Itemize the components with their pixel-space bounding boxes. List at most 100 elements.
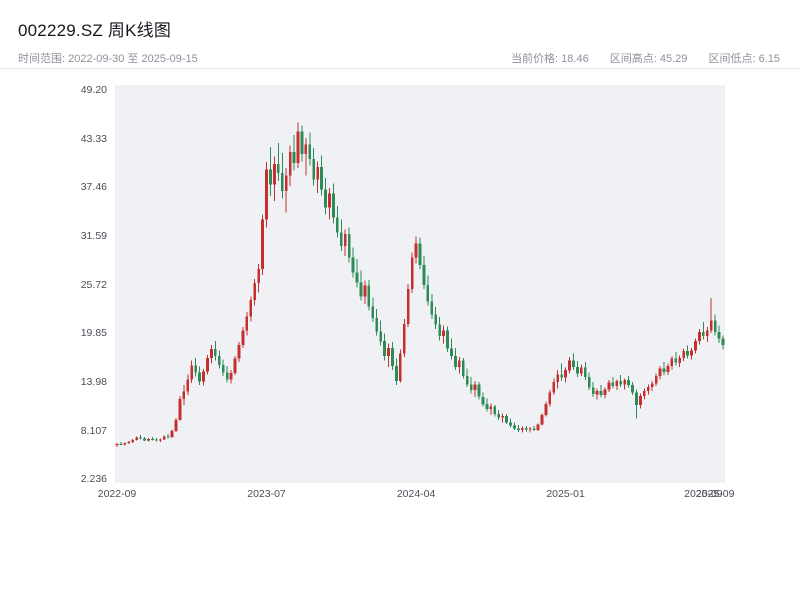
candle-body	[457, 360, 461, 367]
candle-body	[147, 439, 150, 441]
y-axis-tick-label: 25.72	[80, 278, 107, 291]
candle-body	[237, 344, 241, 359]
candle-body	[284, 175, 288, 192]
candle-body	[304, 144, 308, 154]
candle-body	[473, 384, 477, 391]
candle-body	[713, 320, 717, 333]
candle-body	[391, 347, 394, 366]
candle-body	[717, 332, 721, 339]
candlestick-svg	[115, 122, 725, 447]
candle-body	[170, 430, 174, 437]
candle-body	[217, 356, 221, 365]
time-range-label: 时间范围: 2022-09-30 至 2025-09-15	[18, 53, 198, 65]
candle-body	[446, 330, 449, 349]
candle-body	[674, 358, 678, 363]
candle-body	[591, 387, 595, 395]
candle-body	[119, 444, 123, 445]
candle-body	[335, 217, 339, 233]
y-axis-tick-label: 43.33	[80, 132, 107, 145]
candle-body	[678, 357, 682, 363]
candle-body	[300, 131, 304, 154]
candle-body	[221, 364, 225, 373]
candle-body	[438, 324, 442, 337]
y-axis-tick-label: 8.107	[80, 424, 107, 437]
y-axis-tick-label: 37.46	[80, 181, 107, 194]
candle-body	[371, 306, 375, 318]
candle-body	[623, 380, 627, 385]
candle-body	[493, 406, 497, 415]
header-divider	[0, 68, 800, 69]
candle-body	[528, 428, 532, 430]
x-axis-tick-label: 2024-04	[396, 488, 436, 500]
candle-body	[276, 163, 280, 173]
candle-body	[312, 158, 316, 180]
price-summary: 当前价格: 18.46 区间高点: 45.29 区间低点: 6.15	[493, 50, 780, 66]
candle-body	[607, 382, 611, 390]
candle-body	[269, 169, 272, 185]
candle-body	[406, 289, 410, 324]
candle-body	[465, 376, 469, 385]
candle-body	[328, 193, 331, 208]
candle-body	[552, 381, 556, 393]
candle-body	[434, 314, 438, 325]
candle-body	[261, 219, 264, 270]
chart-meta-row: 时间范围: 2022-09-30 至 2025-09-15 当前价格: 18.4…	[18, 50, 780, 66]
candle-body	[520, 427, 524, 430]
candle-body	[469, 384, 473, 391]
candle-body	[560, 374, 564, 378]
candle-body	[524, 427, 528, 430]
candle-body	[721, 338, 725, 345]
candle-body	[139, 437, 142, 439]
candle-body	[402, 323, 406, 354]
candle-body	[701, 332, 705, 337]
candle-body	[477, 384, 481, 397]
candle-body	[650, 383, 654, 387]
candle-body	[225, 372, 229, 380]
candle-body	[548, 392, 552, 405]
range-high-label: 区间高点: 45.29	[609, 53, 688, 65]
candle-body	[143, 438, 146, 441]
candle-body	[611, 382, 615, 386]
candle-body	[296, 131, 300, 163]
candle-body	[497, 414, 501, 418]
candle-body	[347, 234, 351, 258]
y-axis-tick-label: 49.20	[80, 84, 107, 96]
candle-body	[339, 232, 343, 246]
candle-body	[690, 350, 693, 356]
candle-body	[213, 349, 217, 357]
candle-body	[599, 391, 603, 396]
x-axis-tick-label: 2025-09	[695, 488, 735, 500]
candle-body	[127, 442, 131, 444]
candle-body	[395, 366, 398, 381]
candle-body	[308, 144, 312, 159]
candle-body	[174, 420, 178, 431]
candle-body	[454, 356, 457, 367]
x-axis-tick-label: 2025-09	[684, 488, 723, 500]
y-axis-tick-label: 31.59	[80, 230, 107, 242]
candle-body	[257, 269, 261, 284]
candle-body	[568, 360, 571, 371]
candle-body	[288, 152, 292, 176]
x-axis-tick-label: 2025-01	[546, 488, 585, 500]
y-axis-tick-label: 2.236	[80, 473, 107, 486]
candle-body	[489, 406, 493, 410]
candle-body	[461, 360, 465, 377]
candle-body	[509, 422, 512, 426]
candle-body	[206, 358, 209, 372]
candle-body	[351, 257, 355, 273]
candle-body	[619, 381, 623, 385]
candle-body	[603, 389, 607, 396]
candle-body	[670, 358, 674, 367]
candle-body	[430, 301, 434, 315]
candle-body	[249, 300, 253, 317]
candle-body	[595, 391, 599, 395]
candle-body	[442, 330, 445, 337]
x-axis: 2022-09 2023-07 2024-04 2025-01 2025-09 2025-…	[98, 488, 735, 504]
candle-body	[627, 380, 630, 386]
x-axis-tick-label: 2022-09	[97, 488, 137, 500]
candle-body	[426, 284, 430, 302]
candle-body	[166, 436, 170, 438]
candle-body	[501, 415, 505, 418]
candle-body	[383, 341, 386, 357]
